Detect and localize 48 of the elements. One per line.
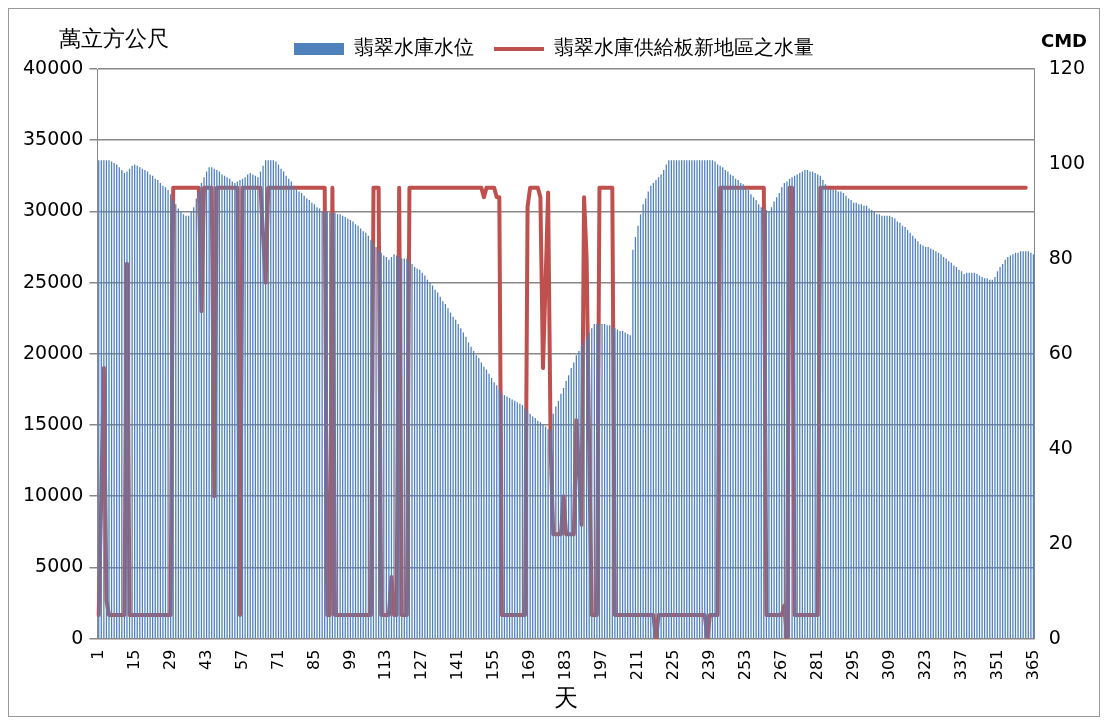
x-tick-label: 281 (806, 649, 826, 681)
legend-label: 翡翠水庫供給板新地區之水量 (554, 35, 814, 60)
x-tick-label: 365 (1022, 649, 1042, 681)
legend-label: 翡翠水庫水位 (354, 35, 474, 60)
y-tick-label: 40000 (22, 55, 84, 78)
x-tick-label: 225 (663, 649, 683, 681)
y2-tick-label: 0 (1048, 625, 1061, 648)
y2-tick-label: 60 (1048, 340, 1073, 363)
x-tick-label: 267 (770, 649, 790, 681)
x-tick-label: 239 (699, 649, 719, 681)
x-tick-label: 1 (87, 649, 107, 660)
y-tick-label: 15000 (22, 411, 84, 434)
y-tick-label: 5000 (35, 554, 84, 577)
y2-tick-label: 80 (1048, 245, 1073, 268)
y2-tick-label: 120 (1048, 55, 1085, 78)
x-axis-title: 天 (554, 683, 579, 712)
x-tick-label: 211 (627, 649, 647, 681)
x-tick-label: 323 (914, 649, 934, 681)
y-axis-title: 萬立方公尺 (59, 25, 169, 51)
y-tick-label: 20000 (22, 340, 84, 363)
x-tick-label: 141 (447, 649, 467, 681)
x-tick-label: 127 (411, 649, 431, 681)
y-tick-label: 25000 (22, 269, 84, 292)
x-tick-label: 351 (986, 649, 1006, 681)
y2-tick-label: 100 (1048, 150, 1085, 173)
x-tick-label: 85 (303, 649, 323, 671)
x-tick-label: 155 (483, 649, 503, 681)
x-tick-label: 29 (159, 649, 179, 671)
y2-axis-title: CMD (1040, 29, 1087, 51)
x-tick-label: 295 (842, 649, 862, 681)
y-tick-label: 0 (71, 625, 84, 648)
x-tick-label: 169 (519, 649, 539, 681)
x-tick-label: 43 (195, 649, 215, 671)
y-tick-label: 10000 (22, 483, 84, 506)
x-tick-label: 183 (555, 649, 575, 681)
x-tick-label: 15 (123, 649, 143, 671)
x-tick-label: 113 (375, 649, 395, 681)
y-tick-label: 35000 (22, 127, 84, 150)
x-tick-label: 253 (735, 649, 754, 681)
y2-tick-label: 40 (1048, 435, 1073, 458)
x-tick-label: 71 (267, 649, 287, 671)
x-tick-label: 309 (878, 649, 898, 681)
x-tick-label: 57 (231, 649, 251, 671)
x-tick-label: 197 (591, 649, 611, 681)
y2-tick-label: 20 (1048, 530, 1073, 553)
x-tick-label: 337 (950, 649, 970, 681)
x-tick-label: 99 (339, 649, 359, 671)
y-tick-label: 30000 (22, 198, 84, 221)
